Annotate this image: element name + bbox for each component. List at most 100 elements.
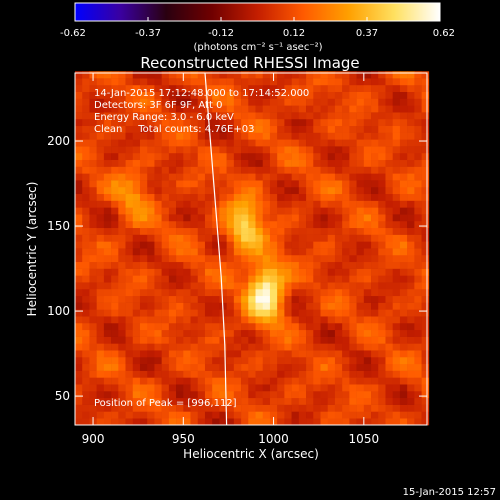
heatmap-cell bbox=[118, 84, 126, 92]
heatmap-cell bbox=[176, 397, 184, 405]
heatmap-cell bbox=[132, 275, 141, 283]
heatmap-cell bbox=[414, 254, 422, 263]
heatmap-cell bbox=[111, 329, 119, 337]
heatmap-cell bbox=[334, 91, 343, 99]
heatmap-cell bbox=[241, 363, 249, 371]
heatmap-cell bbox=[183, 234, 191, 242]
heatmap-cell bbox=[132, 404, 141, 412]
heatmap-cell bbox=[89, 275, 97, 283]
heatmap-cell bbox=[399, 173, 408, 181]
heatmap-cell bbox=[154, 91, 162, 99]
heatmap-cell bbox=[190, 322, 199, 331]
heatmap-cell bbox=[212, 309, 220, 317]
heatmap-cell bbox=[82, 91, 90, 99]
heatmap-cell bbox=[313, 166, 321, 174]
heatmap-cell bbox=[407, 343, 415, 351]
heatmap-cell bbox=[103, 261, 112, 269]
heatmap-cell bbox=[103, 370, 112, 378]
heatmap-cell bbox=[306, 390, 314, 399]
heatmap-cell bbox=[190, 377, 199, 385]
heatmap-cell bbox=[291, 234, 300, 242]
heatmap-cell bbox=[284, 84, 292, 92]
heatmap-cell bbox=[241, 186, 249, 195]
heatmap-cell bbox=[103, 329, 112, 337]
heatmap-cell bbox=[284, 200, 292, 208]
heatmap-cell bbox=[327, 363, 336, 371]
heatmap-cell bbox=[161, 166, 170, 174]
heatmap-cell bbox=[334, 350, 343, 358]
heatmap-cell bbox=[226, 288, 235, 297]
heatmap-cell bbox=[385, 220, 393, 229]
heatmap-cell bbox=[327, 282, 336, 290]
heatmap-cell bbox=[269, 159, 278, 167]
heatmap-cell bbox=[204, 220, 213, 229]
heatmap-cell bbox=[363, 84, 372, 92]
heatmap-cell bbox=[75, 404, 83, 412]
heatmap-cell bbox=[132, 302, 141, 310]
heatmap-cell bbox=[313, 214, 321, 222]
heatmap-cell bbox=[139, 139, 148, 147]
heatmap-cell bbox=[277, 295, 285, 303]
heatmap-cell bbox=[298, 322, 307, 331]
heatmap-cell bbox=[219, 186, 227, 195]
heatmap-cell bbox=[89, 302, 97, 310]
heatmap-cell bbox=[204, 78, 213, 86]
heatmap-cell bbox=[204, 418, 213, 426]
heatmap-cell bbox=[349, 180, 357, 188]
heatmap-cell bbox=[183, 288, 191, 297]
heatmap-cell bbox=[176, 295, 184, 303]
heatmap-cell bbox=[327, 112, 336, 120]
heatmap-cell bbox=[291, 146, 300, 154]
heatmap-cell bbox=[197, 78, 206, 86]
heatmap-cell bbox=[421, 173, 430, 181]
heatmap-cell bbox=[407, 282, 415, 290]
heatmap-cell bbox=[103, 186, 112, 195]
heatmap-cell bbox=[255, 125, 264, 133]
heatmap-cell bbox=[392, 377, 401, 385]
heatmap-cell bbox=[327, 411, 336, 419]
heatmap-cell bbox=[154, 112, 162, 120]
heatmap-cell bbox=[399, 152, 408, 161]
heatmap-cell bbox=[132, 139, 141, 147]
heatmap-cell bbox=[255, 384, 264, 392]
heatmap-cell bbox=[320, 302, 329, 310]
heatmap-cell bbox=[320, 139, 329, 147]
heatmap-cell bbox=[291, 336, 300, 344]
heatmap-cell bbox=[190, 132, 199, 140]
heatmap-cell bbox=[399, 241, 408, 249]
heatmap-cell bbox=[147, 200, 155, 208]
heatmap-cell bbox=[399, 295, 408, 303]
heatmap-cell bbox=[168, 322, 177, 331]
heatmap-cell bbox=[327, 139, 336, 147]
heatmap-cell bbox=[298, 207, 307, 215]
heatmap-cell bbox=[75, 288, 83, 297]
heatmap-cell bbox=[334, 220, 343, 229]
heatmap-cell bbox=[75, 350, 83, 358]
heatmap-cell bbox=[392, 193, 401, 201]
heatmap-cell bbox=[392, 336, 401, 344]
heatmap-cell bbox=[183, 241, 191, 249]
heatmap-cell bbox=[219, 78, 227, 86]
heatmap-cell bbox=[356, 132, 365, 140]
heatmap-cell bbox=[241, 390, 249, 399]
heatmap-cell bbox=[154, 295, 162, 303]
heatmap-cell bbox=[291, 356, 300, 365]
heatmap-cell bbox=[154, 350, 162, 358]
heatmap-cell bbox=[118, 261, 126, 269]
heatmap-cell bbox=[262, 295, 271, 303]
heatmap-cell bbox=[103, 397, 112, 405]
heatmap-cell bbox=[407, 118, 415, 127]
heatmap-cell bbox=[392, 288, 401, 297]
heatmap-cell bbox=[334, 404, 343, 412]
heatmap-cell bbox=[291, 295, 300, 303]
heatmap-cell bbox=[371, 390, 379, 399]
heatmap-cell bbox=[154, 275, 162, 283]
heatmap-cell bbox=[111, 105, 119, 113]
y-tick-label: 50 bbox=[55, 389, 70, 403]
heatmap-cell bbox=[306, 411, 314, 419]
heatmap-cell bbox=[154, 118, 162, 127]
heatmap-cell bbox=[306, 132, 314, 140]
heatmap-cell bbox=[241, 159, 249, 167]
heatmap-cell bbox=[118, 329, 126, 337]
heatmap-cell bbox=[75, 173, 83, 181]
